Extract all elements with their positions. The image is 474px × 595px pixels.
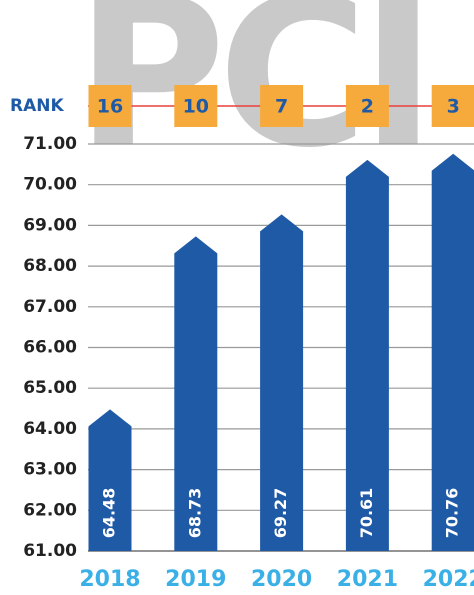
- rank-value: 16: [97, 96, 123, 118]
- rank-box: [260, 85, 304, 127]
- rank-box: [431, 85, 474, 127]
- rank-box: [174, 85, 218, 127]
- y-tick-label: 68.00: [23, 256, 77, 276]
- value-label: 64.48: [100, 488, 119, 539]
- rank-value: 7: [275, 96, 288, 118]
- value-label: 68.73: [185, 488, 204, 539]
- y-tick-label: 61.00: [23, 541, 77, 561]
- y-tick-label: 69.00: [23, 215, 77, 235]
- y-tick-label: 63.00: [23, 460, 77, 480]
- x-tick-label: 2019: [165, 567, 226, 592]
- rank-value: 10: [183, 96, 209, 118]
- bar: [260, 214, 304, 551]
- rank-box: [88, 85, 132, 127]
- value-label: 70.76: [443, 488, 462, 539]
- y-tick-label: 66.00: [23, 338, 77, 358]
- x-tick-label: 2022: [423, 567, 474, 592]
- y-tick-label: 70.00: [23, 175, 77, 195]
- value-label: 70.61: [357, 488, 376, 539]
- rank-label: RANK: [10, 96, 64, 116]
- value-label: 69.27: [271, 488, 290, 539]
- rank-value: 2: [361, 96, 374, 118]
- y-tick-label: 65.00: [23, 378, 77, 398]
- bar: [174, 236, 218, 551]
- bar: [88, 409, 132, 551]
- y-tick-label: 62.00: [23, 500, 77, 520]
- x-tick-label: 2018: [79, 567, 140, 592]
- rank-box: [345, 85, 389, 127]
- x-tick-label: 2020: [251, 567, 312, 592]
- y-tick-label: 67.00: [23, 297, 77, 317]
- x-tick-label: 2021: [337, 567, 398, 592]
- rank-value: 3: [447, 96, 460, 118]
- y-tick-label: 64.00: [23, 419, 77, 439]
- y-tick-label: 71.00: [23, 134, 77, 154]
- bar: [431, 153, 474, 551]
- bar: [345, 159, 389, 552]
